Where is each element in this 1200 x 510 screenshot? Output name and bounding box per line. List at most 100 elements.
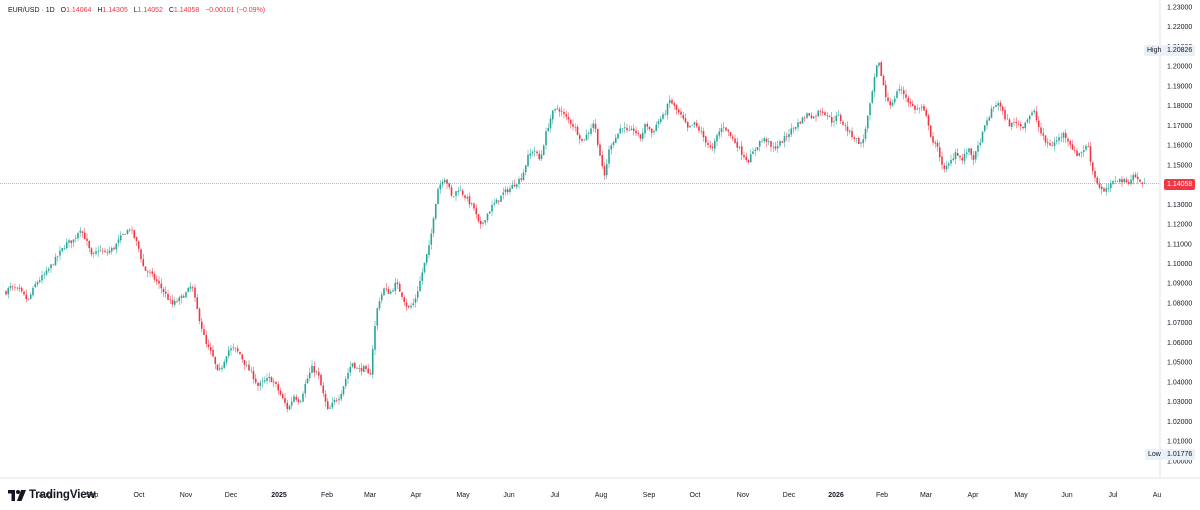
candle-body (65, 242, 68, 249)
candle-body (936, 142, 939, 147)
price-tick-label: 1.05000 (1167, 360, 1192, 367)
candle-body (207, 344, 210, 347)
candle-body (88, 241, 91, 249)
candle-body (1006, 118, 1009, 120)
candle-body (689, 125, 691, 128)
candle-body (178, 297, 181, 302)
candle-body (432, 218, 435, 234)
candle-body (1046, 142, 1049, 144)
candle-body (603, 165, 606, 176)
price-tick-label: 1.04000 (1167, 379, 1192, 386)
candle-body (810, 115, 813, 119)
candle-body (1103, 188, 1105, 192)
candle-body (77, 233, 79, 239)
candle-body (187, 287, 190, 292)
candle-body (241, 354, 244, 360)
candle-body (527, 154, 529, 167)
time-axis[interactable]: Aug Sep Oct Nov Dec 2025 Feb Mar Apr May Jun Jul Aug… (39, 492, 1162, 499)
candle-body (106, 252, 109, 253)
candle-body (531, 152, 534, 154)
candle-body (727, 129, 730, 132)
time-tick-label: Jul (551, 492, 560, 499)
candle-body (410, 305, 412, 308)
candle-body (9, 286, 12, 289)
candle-body (421, 272, 424, 281)
candle-body (466, 197, 469, 199)
candle-body (709, 145, 712, 148)
candle-body (533, 150, 536, 152)
candle-body (493, 203, 496, 205)
candle-body (27, 298, 30, 300)
candle-body (32, 287, 34, 296)
candle-body (1033, 110, 1036, 113)
candle-body (583, 139, 586, 141)
candle-body (594, 123, 597, 129)
candle-body (185, 292, 187, 298)
candle-body (376, 308, 379, 326)
candle-body (52, 264, 55, 266)
candle-body (860, 142, 862, 144)
candle-body (934, 142, 937, 144)
candle-body (169, 299, 172, 300)
candle-body (783, 136, 786, 143)
candle-body (999, 102, 1002, 107)
candle-body (907, 98, 910, 103)
symbol-label[interactable]: EUR/USD · 1D (8, 7, 55, 14)
candle-body (1019, 124, 1022, 127)
candle-body (320, 374, 322, 386)
price-tick-label: 1.22000 (1167, 24, 1192, 31)
candle-body (1127, 182, 1130, 184)
candle-body (214, 356, 217, 364)
candle-body (815, 116, 817, 117)
candle-body (7, 288, 10, 295)
candle-body (473, 203, 475, 209)
candle-body (63, 248, 66, 249)
candle-body (581, 138, 583, 141)
candle-body (191, 287, 194, 288)
candle-body (218, 368, 221, 370)
candle-body (1098, 183, 1101, 188)
candle-body (281, 394, 284, 399)
price-tick-label: 1.13000 (1167, 202, 1192, 209)
candle-body (54, 256, 57, 266)
high-label: H (97, 7, 103, 14)
candle-body (842, 121, 844, 125)
candle-body (677, 109, 680, 113)
candle-body (90, 248, 93, 255)
candle-body (16, 287, 19, 289)
candle-body (279, 390, 282, 395)
candle-body (758, 140, 761, 147)
time-tick-label: Apr (411, 492, 423, 499)
candle-body (482, 222, 484, 224)
candle-body (506, 189, 509, 193)
tradingview-logo[interactable]: TradingView (8, 487, 96, 503)
candle-body (1026, 119, 1029, 123)
candle-body (691, 124, 694, 126)
candle-body (560, 111, 563, 112)
price-axis[interactable]: 1.230001.220001.210001.200001.190001.180… (1167, 5, 1192, 466)
candle-body (340, 394, 343, 400)
candle-body (700, 131, 703, 132)
candle-body (403, 297, 406, 303)
candle-body (848, 130, 851, 132)
candle-body (509, 188, 511, 192)
candle-body (1118, 178, 1121, 182)
candle-body (556, 108, 559, 110)
candle-body (916, 108, 919, 110)
candle-body (50, 264, 52, 269)
candle-body (162, 289, 165, 293)
candle-body (79, 230, 82, 233)
time-tick-label: Jun (503, 492, 514, 499)
candle-body (774, 146, 777, 149)
candle-body (1017, 123, 1020, 125)
candle-body (1080, 152, 1083, 153)
candle-body (475, 208, 478, 215)
candle-body (511, 185, 514, 189)
candle-body (587, 133, 590, 135)
candle-body (414, 298, 417, 303)
candle-body (853, 137, 856, 139)
candle-body (950, 159, 952, 164)
candle-body (880, 62, 883, 76)
candle-body (275, 381, 277, 385)
